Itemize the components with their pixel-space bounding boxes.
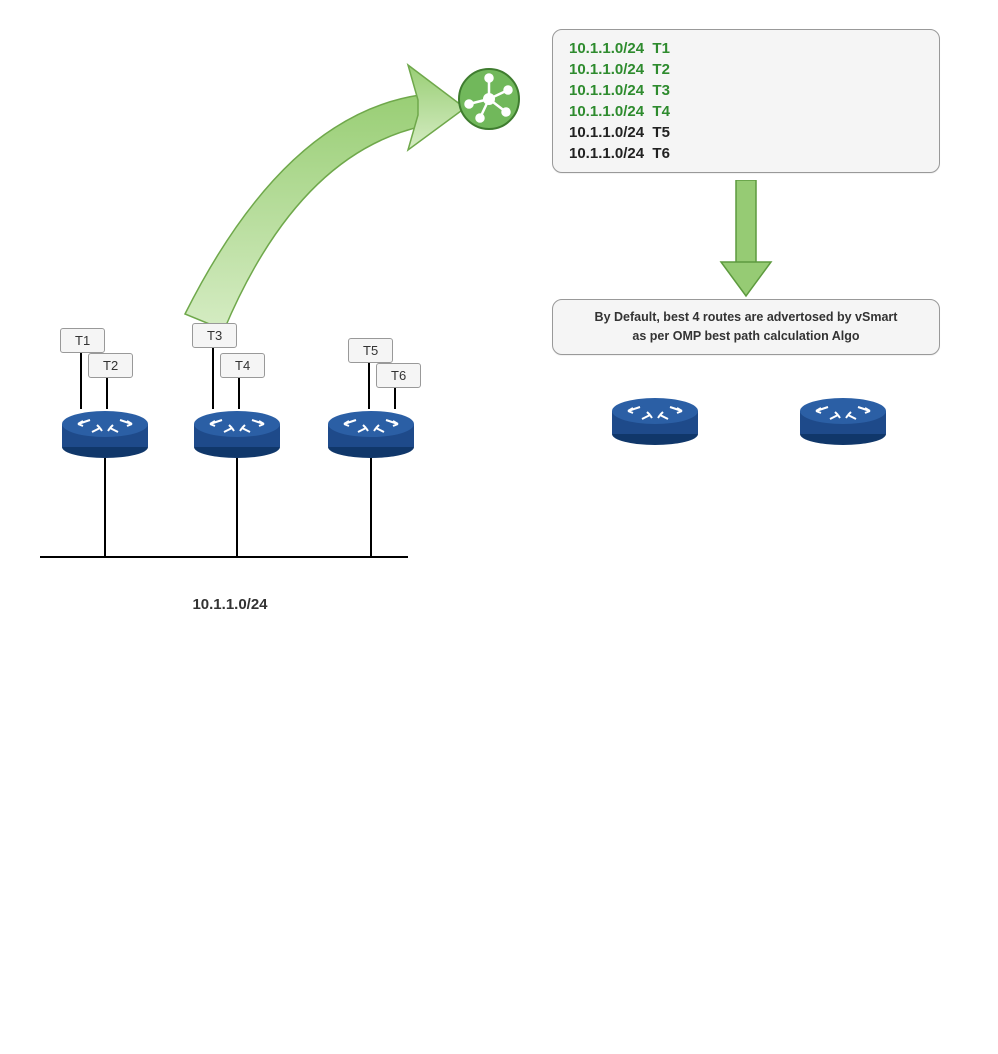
tloc-label: T4 [220, 353, 265, 378]
route-row: 10.1.1.0/24 T5 [569, 122, 923, 143]
route-row: 10.1.1.0/24 T2 [569, 59, 923, 80]
route-row: 10.1.1.0/24 T3 [569, 80, 923, 101]
route-row: 10.1.1.0/24 T6 [569, 143, 923, 164]
bus-drop [236, 458, 238, 556]
route-row: 10.1.1.0/24 T1 [569, 38, 923, 59]
tloc-label: T6 [376, 363, 421, 388]
caption-panel: By Default, best 4 routes are advertosed… [552, 299, 940, 355]
vsmart-hub-icon [456, 66, 522, 132]
bus-drop [104, 458, 106, 556]
connector [238, 378, 240, 409]
tloc-label: T5 [348, 338, 393, 363]
arrow-down-icon [716, 180, 776, 298]
caption-line: as per OMP best path calculation Algo [569, 327, 923, 346]
connector [368, 363, 370, 409]
bus-line [40, 556, 408, 558]
connector [212, 348, 214, 409]
tloc-label: T2 [88, 353, 133, 378]
tloc-label: T3 [192, 323, 237, 348]
bus-drop [370, 458, 372, 556]
caption-line: By Default, best 4 routes are advertosed… [569, 308, 923, 327]
route-table-panel: 10.1.1.0/24 T1 10.1.1.0/24 T2 10.1.1.0/2… [552, 29, 940, 173]
tloc-label: T1 [60, 328, 105, 353]
subnet-label: 10.1.1.0/24 [170, 594, 290, 617]
connector [106, 378, 108, 409]
connector [80, 353, 82, 409]
router-icon [798, 395, 998, 1041]
route-row: 10.1.1.0/24 T4 [569, 101, 923, 122]
connector [394, 388, 396, 409]
